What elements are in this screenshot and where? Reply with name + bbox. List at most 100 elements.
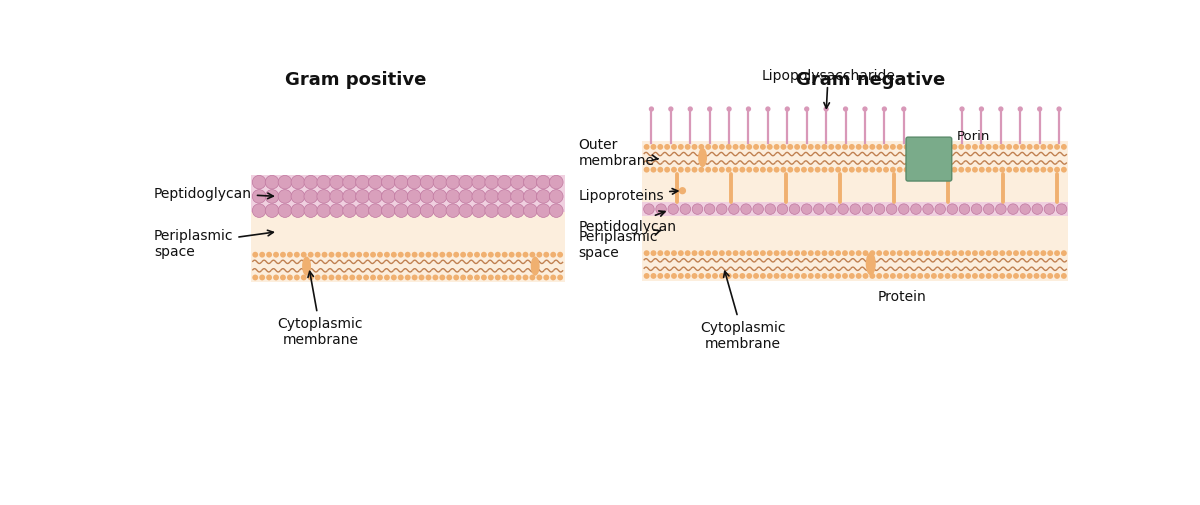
Circle shape: [835, 168, 841, 173]
Text: Porin: Porin: [956, 129, 990, 142]
Circle shape: [979, 168, 985, 173]
Circle shape: [965, 168, 971, 173]
Circle shape: [329, 252, 335, 258]
Circle shape: [1038, 108, 1042, 112]
Circle shape: [355, 190, 370, 204]
Circle shape: [838, 205, 848, 215]
Circle shape: [1048, 250, 1054, 257]
Circle shape: [330, 190, 343, 204]
Circle shape: [252, 176, 266, 189]
Circle shape: [979, 274, 985, 279]
Circle shape: [368, 176, 383, 189]
Circle shape: [985, 250, 991, 257]
Circle shape: [952, 274, 958, 279]
Circle shape: [876, 250, 882, 257]
FancyBboxPatch shape: [251, 175, 565, 219]
Circle shape: [732, 144, 738, 150]
Circle shape: [322, 252, 328, 258]
Circle shape: [911, 250, 917, 257]
Circle shape: [368, 205, 383, 218]
Circle shape: [767, 250, 773, 257]
Circle shape: [419, 252, 425, 258]
Circle shape: [706, 274, 712, 279]
Circle shape: [446, 275, 452, 281]
Circle shape: [523, 205, 538, 218]
Circle shape: [959, 274, 965, 279]
Circle shape: [787, 274, 793, 279]
Circle shape: [828, 144, 834, 150]
Circle shape: [802, 168, 806, 173]
Circle shape: [292, 205, 305, 218]
Circle shape: [876, 144, 882, 150]
Circle shape: [842, 274, 848, 279]
Circle shape: [364, 275, 370, 281]
Circle shape: [511, 190, 524, 204]
Circle shape: [828, 274, 834, 279]
Circle shape: [304, 176, 318, 189]
Circle shape: [502, 275, 508, 281]
Circle shape: [712, 274, 718, 279]
Circle shape: [498, 190, 511, 204]
Circle shape: [278, 205, 292, 218]
FancyBboxPatch shape: [906, 138, 952, 182]
Circle shape: [959, 144, 965, 150]
Circle shape: [377, 252, 383, 258]
Circle shape: [979, 108, 983, 112]
Circle shape: [790, 205, 800, 215]
Circle shape: [896, 144, 902, 150]
Circle shape: [664, 250, 670, 257]
Circle shape: [882, 108, 887, 112]
FancyBboxPatch shape: [251, 251, 565, 282]
Circle shape: [1040, 144, 1046, 150]
Circle shape: [1020, 250, 1026, 257]
Circle shape: [778, 205, 787, 215]
Circle shape: [754, 144, 760, 150]
Circle shape: [679, 188, 685, 194]
Circle shape: [516, 275, 522, 281]
Circle shape: [551, 275, 556, 281]
Circle shape: [848, 274, 854, 279]
Circle shape: [698, 168, 704, 173]
Circle shape: [862, 205, 872, 215]
FancyBboxPatch shape: [642, 249, 1068, 281]
Circle shape: [398, 275, 403, 281]
Circle shape: [719, 144, 725, 150]
Circle shape: [439, 275, 445, 281]
Circle shape: [992, 168, 998, 173]
Circle shape: [511, 176, 524, 189]
Circle shape: [419, 275, 425, 281]
Circle shape: [252, 190, 266, 204]
Text: Lipopolysaccharide: Lipopolysaccharide: [761, 69, 895, 109]
Circle shape: [407, 176, 421, 189]
Circle shape: [883, 144, 889, 150]
Circle shape: [509, 275, 515, 281]
Circle shape: [979, 144, 985, 150]
Circle shape: [343, 205, 356, 218]
Circle shape: [1027, 168, 1033, 173]
Circle shape: [446, 176, 460, 189]
Circle shape: [1020, 168, 1026, 173]
Circle shape: [848, 144, 854, 150]
Circle shape: [395, 205, 408, 218]
FancyBboxPatch shape: [642, 217, 1068, 249]
Circle shape: [280, 275, 286, 281]
Circle shape: [382, 176, 395, 189]
Circle shape: [485, 205, 498, 218]
Circle shape: [917, 274, 923, 279]
Circle shape: [917, 250, 923, 257]
Circle shape: [719, 274, 725, 279]
Text: Lipoproteins: Lipoproteins: [578, 188, 678, 202]
Circle shape: [794, 250, 800, 257]
Circle shape: [766, 108, 770, 112]
Circle shape: [931, 144, 937, 150]
Circle shape: [439, 252, 445, 258]
Circle shape: [301, 275, 307, 281]
Circle shape: [863, 108, 866, 112]
Circle shape: [911, 205, 922, 215]
Circle shape: [336, 275, 341, 281]
Circle shape: [658, 144, 664, 150]
Circle shape: [856, 144, 862, 150]
Circle shape: [719, 250, 725, 257]
Circle shape: [529, 252, 535, 258]
Circle shape: [1061, 168, 1067, 173]
